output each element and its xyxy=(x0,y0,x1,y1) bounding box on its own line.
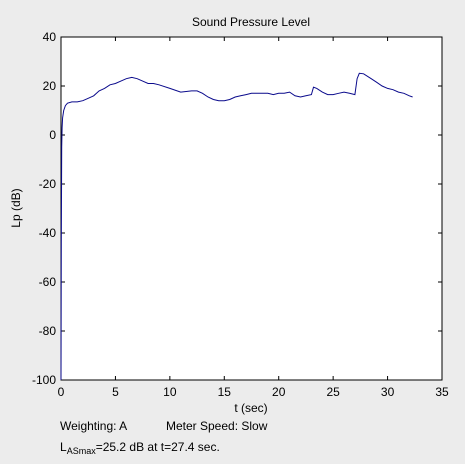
y-axis: 40 20 0 -20 -40 -60 -80 -100 xyxy=(32,30,442,387)
y-tick-label: 20 xyxy=(43,79,57,93)
y-axis-label: Lp (dB) xyxy=(9,188,23,227)
lasmax-symbol: L xyxy=(60,440,67,454)
x-tick-label: 30 xyxy=(381,385,395,399)
y-tick-label: -40 xyxy=(39,226,57,240)
x-tick-label: 5 xyxy=(112,385,119,399)
y-tick-label: 0 xyxy=(49,128,56,142)
x-tick-label: 10 xyxy=(163,385,177,399)
y-tick-label: -60 xyxy=(39,275,57,289)
lasmax-subscript: ASmax xyxy=(66,446,96,456)
chart-title: Sound Pressure Level xyxy=(192,15,310,29)
x-tick-label: 35 xyxy=(435,385,449,399)
x-tick-label: 15 xyxy=(218,385,232,399)
y-tick-label: -20 xyxy=(39,177,57,191)
x-axis-label: t (sec) xyxy=(234,401,267,415)
lasmax-readout: LASmax=25.2 dB at t=27.4 sec. xyxy=(60,440,220,456)
plot-area xyxy=(60,36,443,381)
x-tick-label: 25 xyxy=(326,385,340,399)
x-tick-label: 0 xyxy=(58,385,65,399)
series-line-lp xyxy=(60,72,413,381)
lasmax-value: =25.2 dB at t=27.4 sec. xyxy=(95,440,220,454)
y-tick-label: -80 xyxy=(39,324,57,338)
y-tick-label: 40 xyxy=(43,30,57,44)
weighting-label: Weighting: A xyxy=(60,419,128,433)
x-tick-label: 20 xyxy=(272,385,286,399)
meter-speed-label: Meter Speed: Slow xyxy=(166,419,268,433)
x-axis: 0 5 10 15 20 25 30 35 xyxy=(58,37,449,399)
y-tick-label: -100 xyxy=(32,373,56,387)
